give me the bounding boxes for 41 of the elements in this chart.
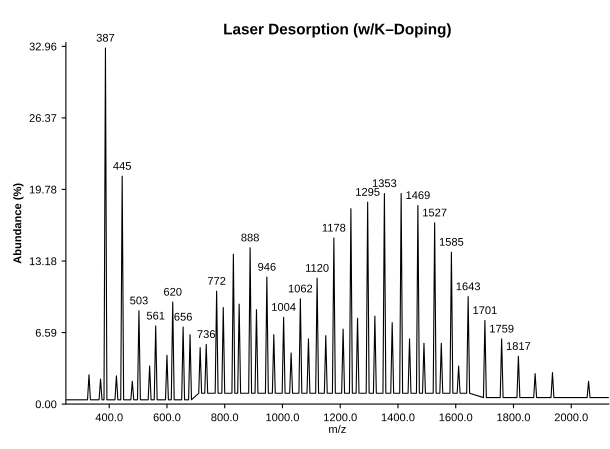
annotation: 1062 xyxy=(288,284,312,292)
y-tick-label: 19.78 xyxy=(30,186,56,194)
y-tick-label: 0.00 xyxy=(36,400,56,408)
annotation: 1469 xyxy=(406,191,430,200)
annotation: 946 xyxy=(258,262,276,271)
x-tick-label: 1400.0 xyxy=(382,413,415,422)
x-tick-label: 600.0 xyxy=(154,413,180,422)
x-tick-label: 2000.0 xyxy=(554,413,588,422)
annotation: 1759 xyxy=(490,324,514,333)
annotation: 387 xyxy=(96,34,114,42)
annotation: 620 xyxy=(164,288,182,296)
y-tick-label: 13.18 xyxy=(30,257,56,266)
y-tick-label: 32.96 xyxy=(29,42,56,50)
annotation: 1643 xyxy=(456,282,480,290)
annotation: 1353 xyxy=(372,179,396,188)
annotation: 445 xyxy=(113,162,131,170)
y-tick-label: 26.37 xyxy=(30,114,56,122)
chart-title: Laser Desorption (w/K–Doping) xyxy=(224,23,451,38)
annotation: 503 xyxy=(130,296,148,304)
y-tick-label: 6.59 xyxy=(36,328,56,337)
annotation: 1701 xyxy=(473,306,497,314)
annotation: 561 xyxy=(146,312,164,320)
x-tick-label: 1600.0 xyxy=(440,413,472,422)
y-axis-title: Abundance (%) xyxy=(13,183,24,264)
annotation: 772 xyxy=(208,276,226,285)
annotation: 1120 xyxy=(306,264,329,272)
x-axis-title: m/z xyxy=(329,424,346,434)
x-tick-label: 400.0 xyxy=(96,413,123,422)
x-tick-label: 800.0 xyxy=(211,413,238,422)
annotation: 1817 xyxy=(506,342,530,350)
annotation: 736 xyxy=(198,330,216,338)
annotation: 1585 xyxy=(440,238,464,246)
annotation: 656 xyxy=(174,312,192,321)
annotation: 1295 xyxy=(356,188,380,196)
annotation: 1178 xyxy=(322,224,346,232)
annotation: 1527 xyxy=(423,208,446,216)
x-tick-label: 1200.0 xyxy=(324,413,357,422)
annotation: 1004 xyxy=(272,303,296,311)
x-tick-label: 1000.0 xyxy=(266,413,300,422)
annotation: 888 xyxy=(241,234,259,242)
x-tick-label: 1800.0 xyxy=(497,413,530,422)
